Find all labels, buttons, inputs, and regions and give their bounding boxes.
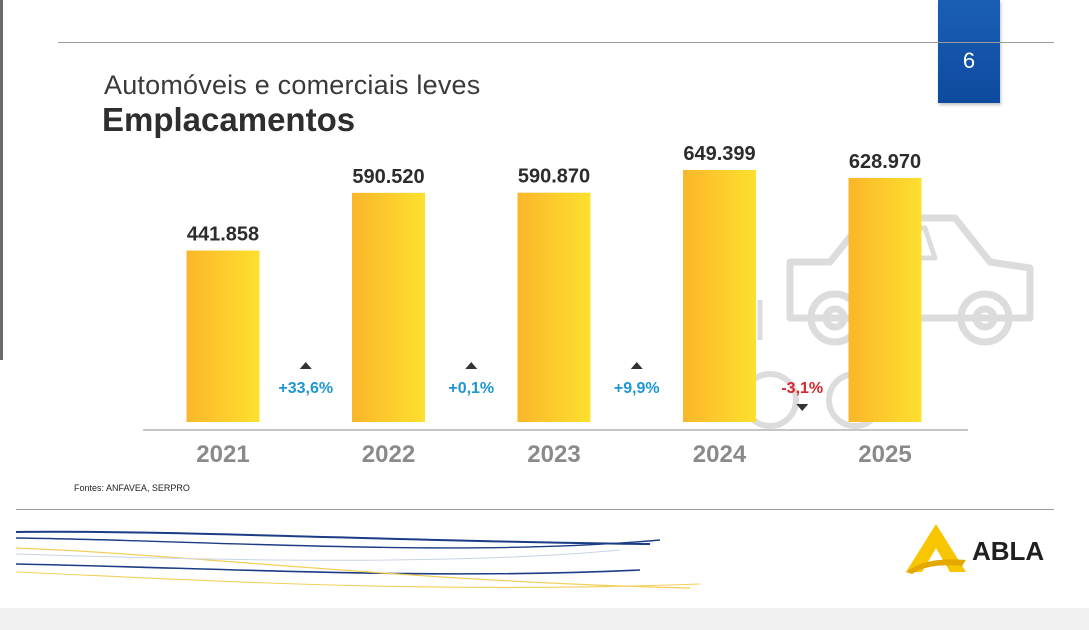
arrow-up-icon-1 [299,362,312,369]
logo-text: ABLA [972,536,1045,566]
bar-2025 [848,177,922,422]
page-number-badge: 6 [938,0,1000,103]
arrow-up-icon-3 [630,362,643,369]
slide-title: Emplacamentos [102,101,356,138]
x-tick-2024: 2024 [693,441,747,468]
x-tick-2023: 2023 [527,441,580,468]
bar-2024 [683,170,756,422]
change-label-3: +9,9% [614,380,660,397]
value-label-2022: 590.520 [352,166,424,188]
abla-logo-icon [906,524,966,574]
value-label-2023: 590.870 [518,166,590,188]
decorative-swoosh [15,530,700,589]
x-tick-2021: 2021 [196,441,249,468]
slide-subtitle: Automóveis e comerciais leves [104,70,481,100]
left-edge-strip [0,0,3,360]
bottom-band [0,608,1089,630]
source-note: Fontes: ANFAVEA, SERPRO [74,483,190,493]
change-label-4: -3,1% [781,380,823,397]
value-label-2021: 441.858 [187,224,259,246]
x-tick-2025: 2025 [858,441,911,468]
x-tick-2022: 2022 [362,441,415,468]
change-label-1: +33,6% [278,380,333,397]
value-label-2024: 649.399 [683,143,755,165]
page-number: 6 [962,47,976,73]
change-label-2: +0,1% [448,380,494,397]
top-divider [58,42,1054,43]
bar-2021 [186,250,260,422]
arrow-down-icon-4 [796,404,809,411]
bar-2023 [517,192,591,422]
bottom-divider [16,509,1054,510]
arrow-up-icon-2 [465,362,478,369]
bar-2022 [352,192,425,422]
value-label-2025: 628.970 [849,151,921,173]
